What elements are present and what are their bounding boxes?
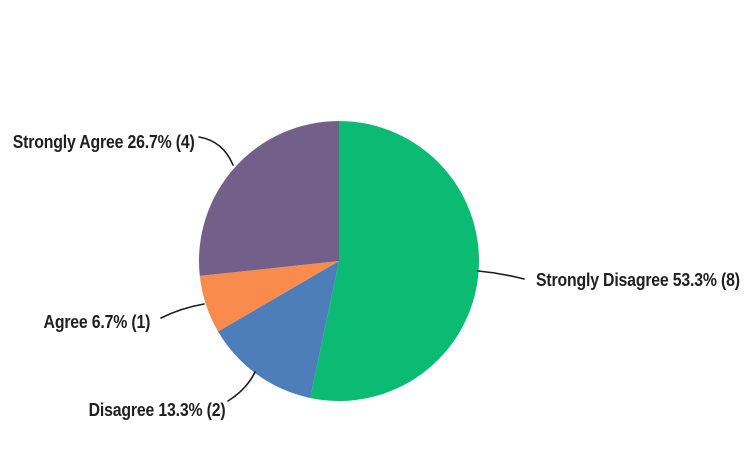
leader-line-strongly-agree [198,136,234,166]
pie-slice-strongly-disagree [310,120,480,402]
leader-line-disagree [227,371,256,402]
leader-line-strongly-disagree [477,270,525,280]
pie-slice-disagree [218,261,339,398]
leader-lines [160,136,525,402]
pie-slice-agree [199,261,339,332]
pie-slice-strongly-agree [199,121,339,276]
pie-callout-strongly-disagree: Strongly Disagree 53.3% (8) [536,270,740,290]
pie-slices [199,120,480,402]
leader-line-agree [160,303,205,319]
pie-callout-disagree: Disagree 13.3% (2) [88,400,225,420]
pie-callout-strongly-agree: Strongly Agree 26.7% (4) [13,132,195,152]
pie-callout-agree: Agree 6.7% (1) [43,312,150,332]
